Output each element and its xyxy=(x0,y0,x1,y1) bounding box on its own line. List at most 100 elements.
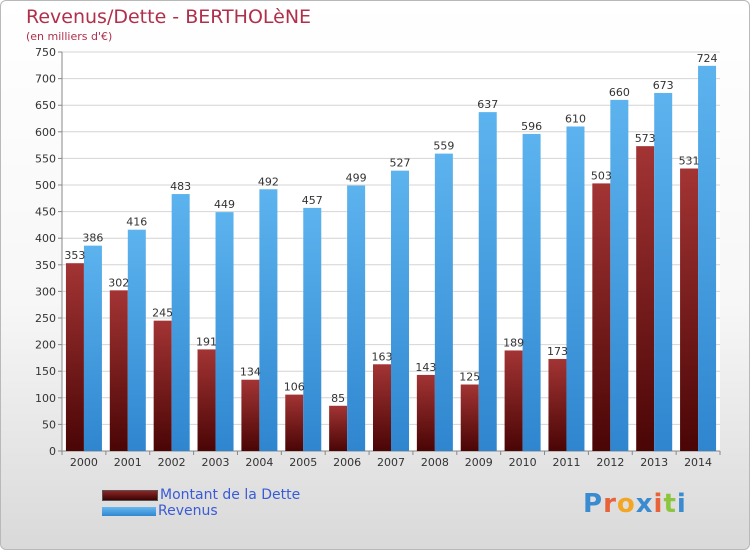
y-tick-label: 300 xyxy=(35,285,56,298)
chart-title: Revenus/Dette - BERTHOLèNE xyxy=(26,6,312,28)
proxiti-logo: Proxiti xyxy=(583,489,687,519)
x-tick-label: 2009 xyxy=(465,456,493,469)
x-tick-label: 2008 xyxy=(421,456,449,469)
logo-letter: P xyxy=(583,489,604,519)
y-tick-label: 150 xyxy=(35,365,56,378)
bar-dette xyxy=(109,290,128,451)
data-label-revenus: 673 xyxy=(653,79,674,92)
bar-dette xyxy=(680,168,699,451)
legend-item-revenus: Revenus xyxy=(102,503,300,519)
x-tick-label: 2010 xyxy=(509,456,537,469)
bar-revenus xyxy=(610,99,629,451)
data-label-revenus: 660 xyxy=(609,86,630,99)
bar-revenus xyxy=(566,126,585,451)
bar-revenus xyxy=(434,153,453,451)
y-tick-label: 550 xyxy=(35,152,56,165)
bar-dette xyxy=(636,146,655,451)
logo-letter: o xyxy=(616,489,636,519)
bar-revenus xyxy=(83,245,102,451)
data-label-revenus: 483 xyxy=(170,180,191,193)
data-label-dette: 573 xyxy=(635,132,656,145)
x-tick-label: 2013 xyxy=(640,456,668,469)
data-label-revenus: 499 xyxy=(346,172,367,185)
bar-revenus xyxy=(127,229,146,451)
data-label-dette: 189 xyxy=(503,336,524,349)
x-tick-label: 2004 xyxy=(245,456,273,469)
y-tick-label: 200 xyxy=(35,339,56,352)
y-tick-label: 100 xyxy=(35,392,56,405)
bar-revenus xyxy=(522,133,541,452)
data-label-revenus: 724 xyxy=(697,52,718,65)
bar-dette xyxy=(197,349,216,451)
y-tick-label: 250 xyxy=(35,312,56,325)
data-label-dette: 191 xyxy=(196,335,217,348)
y-tick-label: 500 xyxy=(35,179,56,192)
bar-revenus xyxy=(698,65,717,451)
data-label-dette: 503 xyxy=(591,169,612,182)
bar-revenus xyxy=(303,207,322,451)
logo-letter: i xyxy=(676,489,687,519)
data-label-dette: 134 xyxy=(240,366,261,379)
data-label-revenus: 457 xyxy=(302,194,323,207)
legend-item-dette: Montant de la Dette xyxy=(102,487,300,503)
legend-label-dette: Montant de la Dette xyxy=(160,487,301,503)
x-tick-label: 2012 xyxy=(596,456,624,469)
x-tick-label: 2003 xyxy=(202,456,230,469)
x-tick-label: 2001 xyxy=(114,456,142,469)
y-tick-label: 350 xyxy=(35,259,56,272)
bar-dette xyxy=(548,358,567,451)
chart-legend: Montant de la Dette Revenus xyxy=(102,487,300,519)
bar-dette xyxy=(329,405,348,451)
data-label-revenus: 527 xyxy=(390,157,411,170)
data-label-dette: 125 xyxy=(459,371,480,384)
legend-swatch-revenus xyxy=(102,506,156,516)
bar-revenus xyxy=(391,170,409,452)
data-label-dette: 302 xyxy=(108,276,129,289)
bar-dette xyxy=(460,384,479,451)
logo-letter: t xyxy=(663,489,677,519)
data-label-revenus: 596 xyxy=(521,120,542,133)
data-label-revenus: 492 xyxy=(258,175,279,188)
y-tick-label: 650 xyxy=(35,99,56,112)
x-tick-label: 2005 xyxy=(289,456,317,469)
logo-letter: i xyxy=(653,489,664,519)
x-tick-label: 2007 xyxy=(377,456,405,469)
bar-revenus xyxy=(478,112,497,451)
bar-revenus xyxy=(654,92,673,452)
bar-revenus xyxy=(171,194,190,451)
bar-dette xyxy=(416,374,435,451)
data-label-dette: 353 xyxy=(64,249,85,262)
y-tick-label: 600 xyxy=(35,126,56,139)
bar-revenus xyxy=(259,189,278,452)
data-label-dette: 245 xyxy=(152,307,173,320)
data-label-dette: 531 xyxy=(679,155,700,168)
data-label-revenus: 610 xyxy=(565,112,586,125)
logo-letter: r xyxy=(603,489,617,519)
chart-subtitle: (en milliers d'€) xyxy=(26,30,113,43)
x-tick-label: 2014 xyxy=(684,456,712,469)
bar-dette xyxy=(65,263,84,451)
bar-revenus xyxy=(347,185,366,452)
y-tick-label: 450 xyxy=(35,206,56,219)
y-tick-label: 400 xyxy=(35,232,56,245)
y-tick-label: 700 xyxy=(35,73,56,86)
x-tick-label: 2006 xyxy=(333,456,361,469)
x-tick-label: 2011 xyxy=(552,456,580,469)
data-label-revenus: 416 xyxy=(126,216,147,229)
data-label-dette: 163 xyxy=(372,350,393,363)
data-label-dette: 85 xyxy=(331,392,345,405)
x-tick-label: 2000 xyxy=(70,456,98,469)
data-label-dette: 173 xyxy=(547,345,568,358)
bar-revenus xyxy=(215,212,234,451)
data-label-revenus: 449 xyxy=(214,198,235,211)
x-tick-label: 2002 xyxy=(158,456,186,469)
bar-dette xyxy=(241,379,260,451)
logo-letter: x xyxy=(635,489,654,519)
y-tick-label: 0 xyxy=(49,445,56,458)
bar-dette xyxy=(504,350,523,451)
y-tick-label: 750 xyxy=(35,46,56,59)
data-label-dette: 106 xyxy=(284,381,305,394)
data-label-revenus: 386 xyxy=(82,232,103,245)
